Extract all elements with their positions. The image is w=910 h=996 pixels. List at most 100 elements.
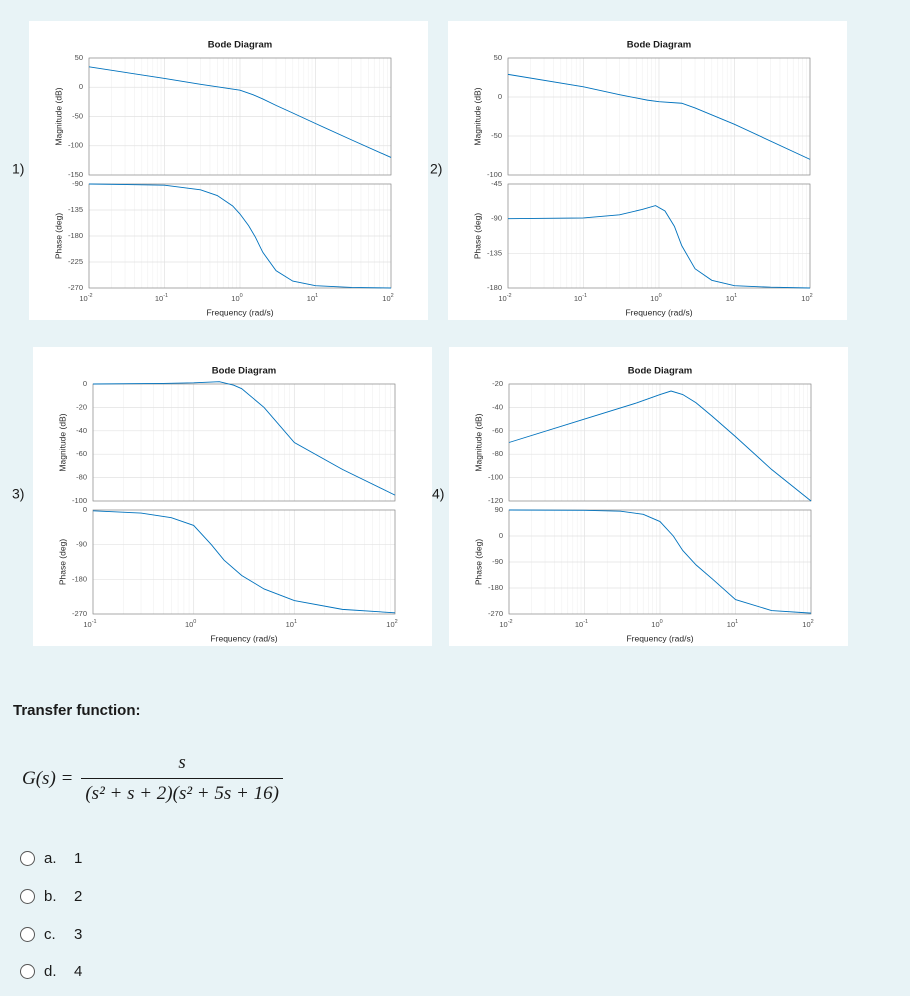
bode-plot: Bode Diagram -150 -100 -50 0 50 Magnitude (dB)… — [29, 21, 428, 320]
x-tick-label: 101 — [307, 293, 318, 303]
x-axis-label: Frequency (rad/s) — [625, 307, 692, 317]
x-tick-label: 101 — [727, 619, 738, 629]
y-tick-label: -225 — [68, 257, 83, 266]
x-axis-label: Frequency (rad/s) — [626, 633, 693, 643]
y-tick-label: -20 — [76, 402, 87, 411]
y-tick-label: -100 — [72, 496, 87, 505]
x-tick-label: 10-1 — [83, 619, 96, 629]
x-tick-label: 10-2 — [499, 619, 512, 629]
x-tick-base: 10 — [726, 294, 734, 303]
y-tick-label: -135 — [487, 248, 502, 257]
x-tick-label: 102 — [382, 293, 393, 303]
y-tick-label: -270 — [68, 283, 83, 292]
y-tick-label: -180 — [72, 574, 87, 583]
x-tick-base: 10 — [801, 294, 809, 303]
y-axis-label: Magnitude (dB) — [472, 87, 482, 145]
plot-title: Bode Diagram — [212, 366, 276, 377]
y-tick-label: -100 — [487, 170, 502, 179]
option-letter: d. — [44, 963, 57, 980]
y-axis-label: Magnitude (dB) — [57, 413, 67, 471]
x-tick-base: 10 — [307, 294, 315, 303]
x-tick-label: 102 — [386, 619, 397, 629]
phase-curve — [88, 183, 392, 289]
bode-plot: Bode Diagram -100 -50 0 50 Magnitude (dB) -180… — [448, 21, 847, 320]
radio-button[interactable] — [20, 851, 35, 866]
y-tick-label: -270 — [72, 609, 87, 618]
x-tick-exponent: 2 — [395, 619, 398, 625]
option[interactable]: b. 2 — [20, 888, 82, 905]
x-tick-exponent: 0 — [193, 619, 196, 625]
y-tick-label: -100 — [68, 141, 83, 150]
radio-button[interactable] — [20, 964, 35, 979]
axes-frame — [92, 509, 396, 615]
y-tick-label: -80 — [492, 449, 503, 458]
axes-frame — [92, 383, 396, 502]
radio-button[interactable] — [20, 889, 35, 904]
x-tick-label: 102 — [802, 619, 813, 629]
x-tick-exponent: -2 — [88, 293, 93, 299]
plot-title: Bode Diagram — [627, 40, 691, 51]
x-tick-label: 102 — [801, 293, 812, 303]
x-tick-exponent: 0 — [660, 619, 663, 625]
x-tick-base: 10 — [650, 294, 658, 303]
plot-number: 3) — [12, 486, 24, 502]
option[interactable]: a. 1 — [20, 850, 82, 867]
x-tick-base: 10 — [574, 294, 582, 303]
x-tick-base: 10 — [155, 294, 163, 303]
x-tick-base: 10 — [185, 620, 193, 629]
x-tick-exponent: 0 — [240, 293, 243, 299]
x-tick-base: 10 — [498, 294, 506, 303]
y-tick-label: -180 — [68, 231, 83, 240]
y-tick-label: -90 — [72, 179, 83, 188]
option-letter: a. — [44, 850, 57, 867]
option-text: 2 — [74, 888, 83, 905]
x-tick-label: 10-1 — [155, 293, 168, 303]
x-axis-label: Frequency (rad/s) — [206, 307, 273, 317]
y-tick-label: -90 — [76, 540, 87, 549]
y-tick-label: -180 — [488, 583, 503, 592]
x-axis-label: Frequency (rad/s) — [210, 633, 277, 643]
numerator: s — [178, 752, 186, 773]
y-tick-label: -60 — [492, 426, 503, 435]
option-text: 1 — [74, 850, 83, 867]
plot-title: Bode Diagram — [208, 40, 272, 51]
y-tick-label: -50 — [491, 131, 502, 140]
plot-panel — [33, 347, 432, 646]
x-tick-exponent: -2 — [507, 293, 512, 299]
x-tick-label: 101 — [286, 619, 297, 629]
x-tick-base: 10 — [382, 294, 390, 303]
magnitude-curve — [88, 66, 392, 158]
x-tick-exponent: 2 — [811, 619, 814, 625]
y-tick-label: -50 — [72, 111, 83, 120]
phase-curve — [508, 509, 812, 614]
y-tick-label: -100 — [488, 473, 503, 482]
x-tick-base: 10 — [83, 620, 91, 629]
x-tick-label: 10-1 — [575, 619, 588, 629]
x-tick-label: 100 — [650, 293, 661, 303]
x-tick-exponent: 1 — [734, 293, 737, 299]
option[interactable]: c. 3 — [20, 926, 82, 943]
x-tick-exponent: -2 — [508, 619, 513, 625]
y-tick-label: 0 — [498, 92, 502, 101]
phase-curve — [92, 510, 396, 614]
y-axis-label: Phase (deg) — [53, 213, 63, 259]
radio-button[interactable] — [20, 927, 35, 942]
axes-frame — [507, 57, 811, 176]
y-tick-label: -40 — [76, 426, 87, 435]
x-tick-base: 10 — [79, 294, 87, 303]
option[interactable]: d. 4 — [20, 963, 82, 980]
y-tick-label: 0 — [83, 505, 87, 514]
option-letter: b. — [44, 888, 57, 905]
x-tick-label: 101 — [726, 293, 737, 303]
y-tick-label: -135 — [68, 205, 83, 214]
y-axis-label: Magnitude (dB) — [53, 87, 63, 145]
x-tick-base: 10 — [231, 294, 239, 303]
y-axis-label: Magnitude (dB) — [473, 413, 483, 471]
y-tick-label: 0 — [499, 531, 503, 540]
x-tick-label: 100 — [185, 619, 196, 629]
y-axis-label: Phase (deg) — [472, 213, 482, 259]
y-tick-label: -80 — [76, 473, 87, 482]
